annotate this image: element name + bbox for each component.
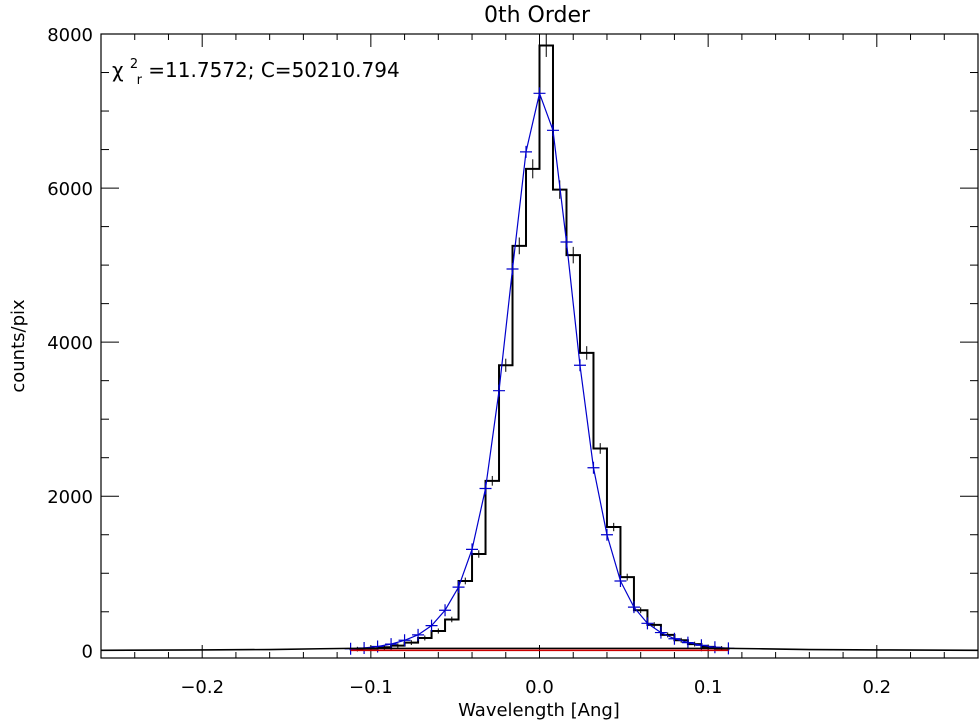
model-point-marker <box>614 574 627 587</box>
chi-symbol: χ <box>112 58 124 82</box>
model-curve <box>350 91 729 650</box>
axis-ticks <box>100 33 979 658</box>
fit-statistics-annotation: χ 2 r =11.7572; C=50210.794 <box>112 49 400 89</box>
model-point-marker <box>398 634 411 647</box>
x-tick-label: −0.2 <box>180 677 224 698</box>
x-axis-label: Wavelength [Ang] <box>458 700 620 721</box>
x-tick-label: 0.2 <box>862 677 891 698</box>
y-tick-label: 2000 <box>47 487 93 508</box>
y-tick-label: 0 <box>82 641 93 662</box>
chi-subscript: r <box>137 73 143 88</box>
x-tick-label: 0.0 <box>525 677 554 698</box>
y-tick-label: 6000 <box>47 179 93 200</box>
x-tick-label: −0.1 <box>349 677 393 698</box>
chart-title: 0th Order <box>484 3 591 28</box>
model-point-marker <box>452 581 465 594</box>
model-point-marker <box>493 384 506 397</box>
model-point-marker <box>695 639 708 652</box>
model-point-marker <box>587 461 600 474</box>
model-point-marker <box>641 617 654 630</box>
model-point-marker <box>520 145 533 158</box>
chi-superscript: 2 <box>130 57 138 72</box>
model-point-marker <box>573 359 586 372</box>
model-point-marker <box>600 528 613 541</box>
data-histogram-step <box>349 44 730 651</box>
axis-tick-labels: −0.2 −0.1 0.0 0.1 0.2 0 2000 4000 6000 8000 <box>47 25 891 698</box>
model-point-marker <box>560 236 573 248</box>
model-point-marker <box>668 632 681 645</box>
series-layer <box>100 34 979 655</box>
model-point-marker <box>466 543 479 556</box>
model-point-marker <box>708 641 721 654</box>
x-tick-label: 0.1 <box>694 677 723 698</box>
y-tick-label: 8000 <box>47 25 93 46</box>
model-point-marker <box>533 87 546 100</box>
model-point-marker <box>439 604 452 617</box>
model-point-marker <box>627 601 640 614</box>
model-point-marker <box>412 628 425 641</box>
y-tick-label: 4000 <box>47 333 93 354</box>
fit-statistics-text: =11.7572; C=50210.794 <box>148 58 399 82</box>
model-point-marker <box>546 124 559 137</box>
background-line <box>100 647 979 652</box>
model-point-marker <box>479 482 492 495</box>
model-point-marker <box>681 636 694 649</box>
model-point-marker <box>425 619 438 632</box>
model-point-marker <box>506 262 519 275</box>
y-axis-label: counts/pix <box>8 299 29 393</box>
model-point-marker <box>654 626 667 639</box>
